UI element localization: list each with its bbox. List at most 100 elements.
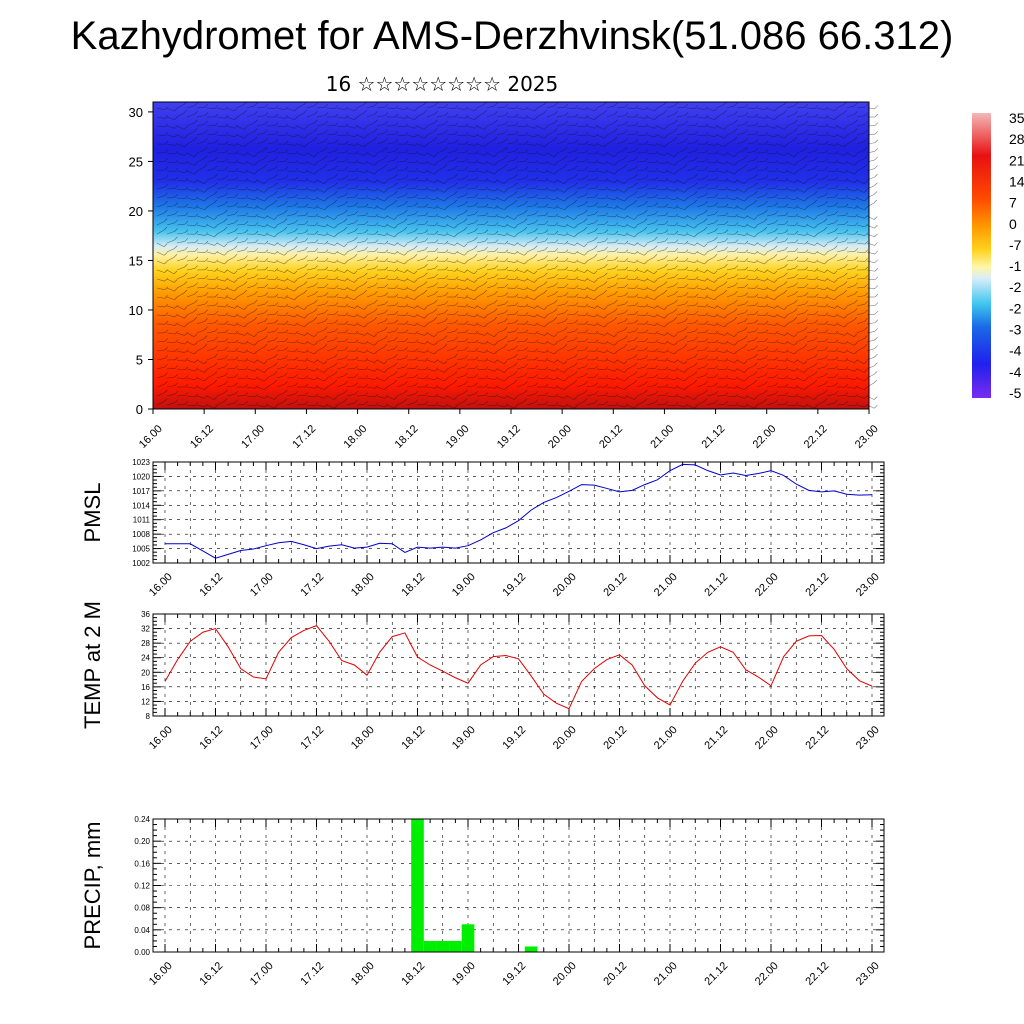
wind-barb-flag bbox=[614, 119, 618, 124]
wind-barb bbox=[806, 151, 815, 154]
wind-barb bbox=[416, 125, 425, 130]
wind-barb bbox=[836, 152, 845, 156]
wind-barb-flag bbox=[734, 119, 738, 124]
wind-barb-flag bbox=[404, 260, 408, 265]
wind-barb bbox=[366, 276, 375, 280]
wind-barb bbox=[566, 202, 575, 208]
wind-barb bbox=[686, 168, 695, 172]
wind-barb-flag bbox=[644, 192, 648, 196]
wind-barb bbox=[826, 143, 835, 146]
wind-barb-flag bbox=[574, 113, 579, 118]
wind-barb bbox=[306, 188, 315, 192]
wind-barb-flag bbox=[804, 129, 808, 134]
wind-barb bbox=[346, 152, 355, 155]
wind-barb-flag bbox=[854, 265, 859, 269]
wind-barb-flag bbox=[644, 201, 648, 205]
wind-barb-flag bbox=[264, 206, 268, 210]
wind-barb bbox=[206, 251, 215, 255]
wind-barb bbox=[196, 179, 205, 185]
wind-barb-flag bbox=[664, 246, 668, 251]
wind-barb bbox=[426, 113, 435, 118]
wind-barb-flag bbox=[303, 281, 308, 285]
wind-barb-flag bbox=[244, 255, 248, 259]
wind-barb-flag bbox=[254, 265, 259, 269]
wind-barb bbox=[326, 185, 335, 190]
wind-barb-flag bbox=[203, 164, 208, 168]
wind-barb-flag bbox=[384, 129, 388, 134]
wind-barb bbox=[506, 278, 515, 281]
wind-barb bbox=[716, 266, 725, 271]
wind-barb-flag bbox=[784, 203, 789, 208]
wind-barb-flag bbox=[773, 270, 778, 275]
wind-barb-flag bbox=[414, 236, 418, 241]
wind-barb bbox=[816, 107, 825, 111]
wind-barb bbox=[546, 206, 555, 209]
wind-barb bbox=[476, 125, 485, 130]
wind-barb bbox=[326, 151, 335, 154]
wind-barb bbox=[266, 151, 275, 154]
wind-barb-flag bbox=[504, 103, 509, 108]
wind-barb bbox=[576, 169, 585, 172]
wind-barb bbox=[366, 285, 375, 289]
wind-barb bbox=[756, 203, 765, 208]
wind-barb-flag bbox=[694, 268, 699, 272]
wind-barb-flag bbox=[383, 164, 388, 168]
wind-barb bbox=[516, 221, 525, 226]
wind-barb bbox=[586, 125, 595, 129]
wind-barb bbox=[856, 278, 866, 280]
wind-barb-flag bbox=[274, 165, 278, 169]
wind-barb bbox=[706, 231, 715, 235]
wind-barb bbox=[516, 212, 525, 217]
wind-barb-flag bbox=[724, 255, 728, 259]
wind-barb bbox=[216, 260, 225, 265]
wind-barb bbox=[546, 224, 556, 226]
wind-barb-flag bbox=[224, 149, 229, 153]
wind-barb-flag bbox=[274, 113, 279, 118]
wind-barb-flag bbox=[844, 229, 849, 233]
wind-barb-flag bbox=[324, 138, 328, 142]
wind-barb-flag bbox=[474, 193, 479, 198]
wind-barb-flag bbox=[494, 196, 499, 201]
wind-barb-flag bbox=[384, 155, 388, 159]
wind-barb-flag bbox=[693, 191, 698, 195]
wind-barb bbox=[676, 278, 686, 280]
wind-barb-flag bbox=[534, 116, 538, 120]
wind-barb bbox=[586, 143, 595, 146]
wind-barb-flag bbox=[524, 132, 529, 136]
wind-barb-flag bbox=[734, 273, 738, 278]
wind-barb bbox=[176, 179, 185, 182]
wind-barb-flag bbox=[194, 222, 199, 226]
wind-barb-flag bbox=[754, 250, 758, 255]
wind-barb bbox=[666, 276, 675, 280]
wind-barb-flag bbox=[504, 240, 509, 245]
wind-barb bbox=[756, 229, 765, 235]
wind-barb bbox=[236, 134, 245, 139]
wind-barb-flag bbox=[464, 158, 469, 162]
wind-barb-flag bbox=[744, 138, 748, 142]
wind-barb bbox=[846, 215, 855, 218]
wind-barb-flag bbox=[714, 287, 718, 292]
wind-barb-flag bbox=[284, 158, 289, 162]
wind-barb bbox=[576, 125, 585, 128]
wind-barb-flag bbox=[704, 260, 708, 265]
wind-barb bbox=[766, 161, 775, 163]
wind-barb-flag bbox=[174, 142, 179, 146]
wind-barb bbox=[256, 166, 265, 172]
wind-barb bbox=[736, 286, 745, 289]
wind-barb bbox=[816, 278, 825, 282]
wind-barb-flag bbox=[874, 105, 879, 109]
wind-barb-flag bbox=[334, 122, 339, 126]
wind-barb-flag bbox=[464, 115, 469, 119]
wind-barb-flag bbox=[164, 252, 168, 256]
wind-barb bbox=[256, 115, 265, 118]
heatmap-ytick-label: 20 bbox=[129, 204, 143, 219]
wind-barb-flag bbox=[843, 109, 848, 114]
wind-barb-flag bbox=[214, 165, 218, 169]
wind-barb bbox=[856, 149, 865, 154]
wind-barb-flag bbox=[674, 111, 678, 115]
wind-barb-flag bbox=[694, 233, 698, 238]
wind-barb-flag bbox=[664, 272, 668, 276]
wind-barb-flag bbox=[444, 283, 449, 288]
wind-barb bbox=[846, 276, 855, 280]
wind-barb bbox=[336, 178, 345, 181]
